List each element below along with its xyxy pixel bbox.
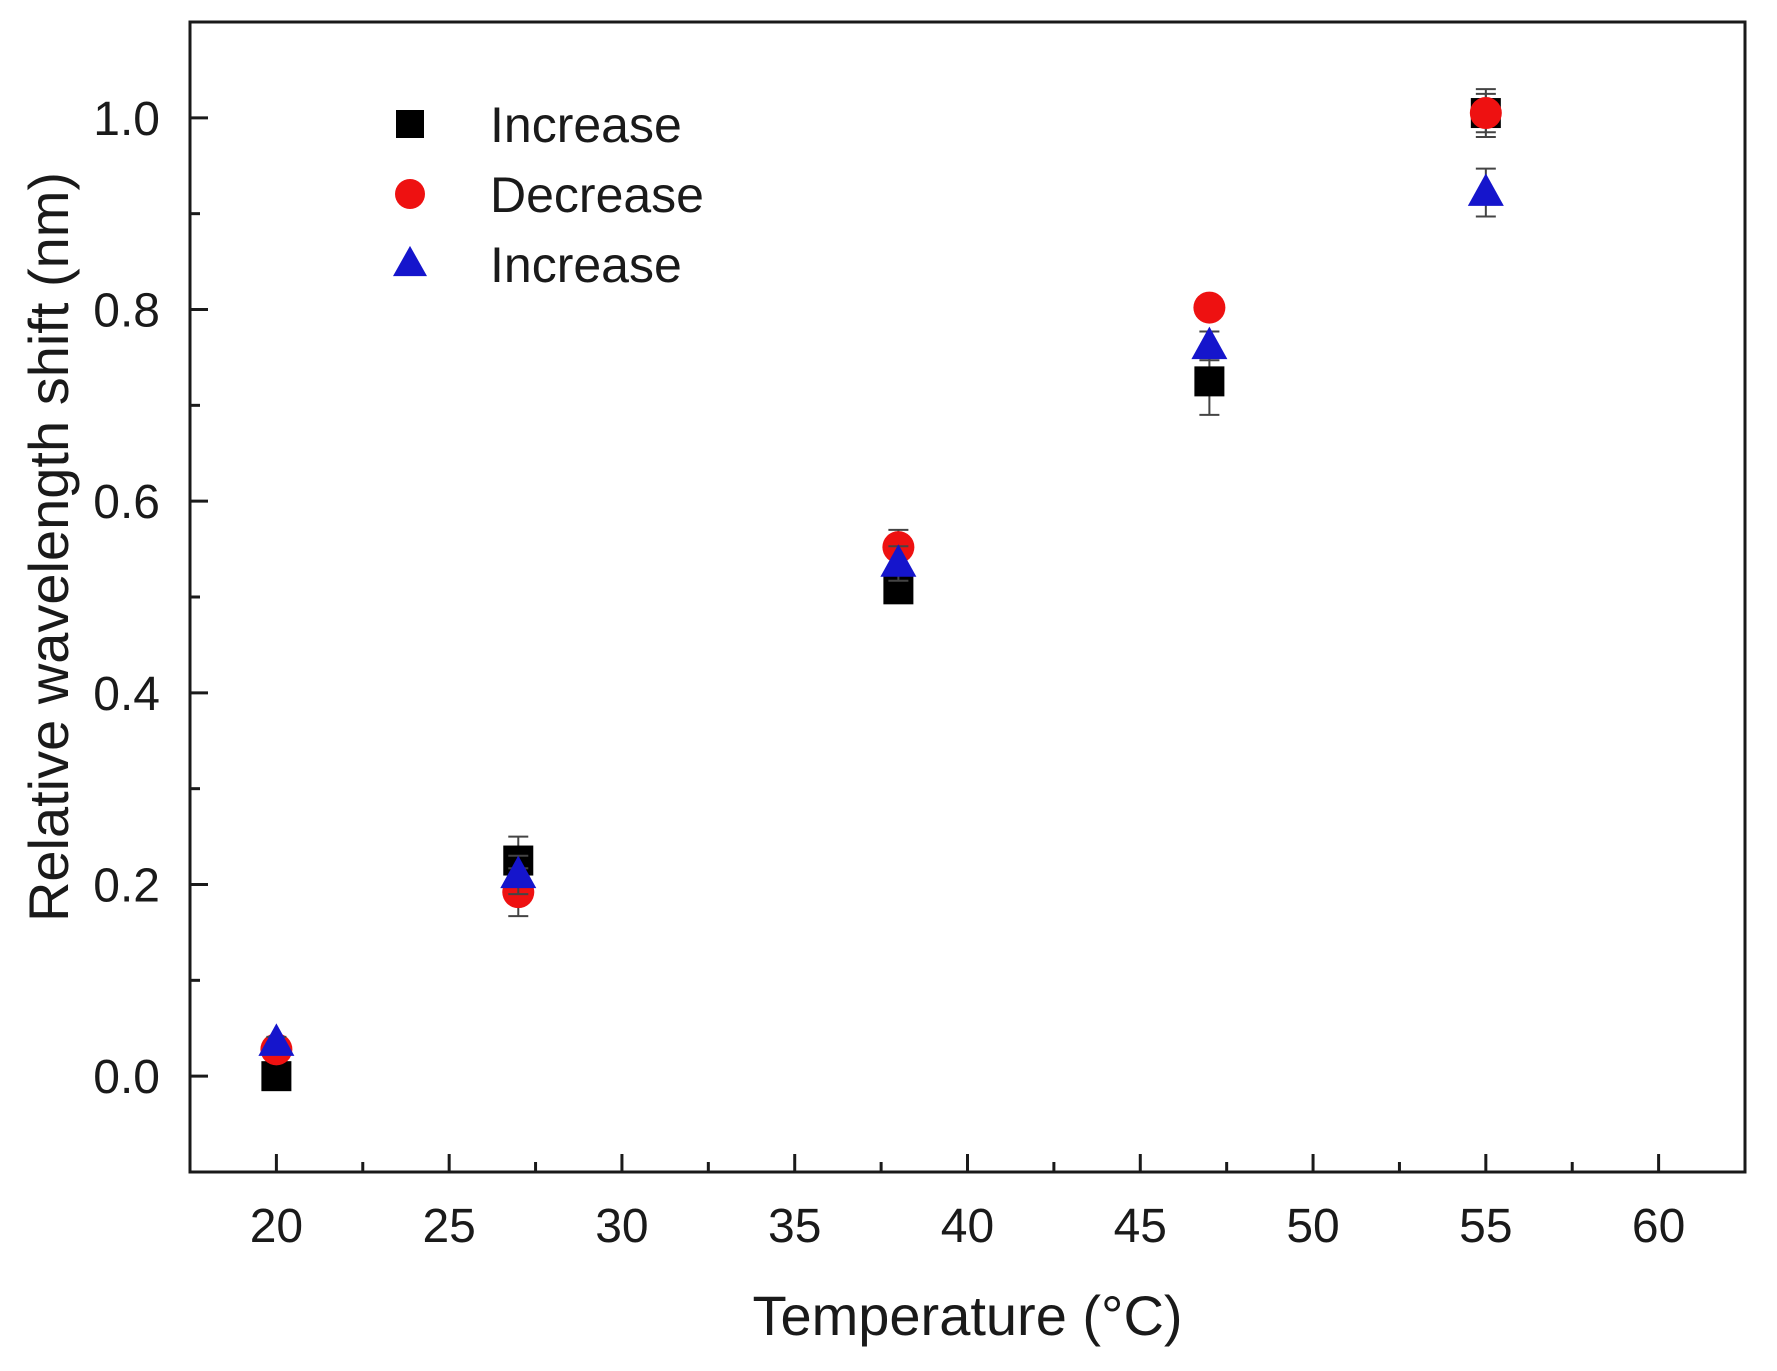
- legend-label-1: Increase: [490, 97, 682, 153]
- data-point: [1191, 326, 1228, 360]
- series-2-decrease: [260, 88, 1502, 1066]
- data-point: [500, 855, 537, 889]
- y-tick-label: 0.0: [93, 1051, 160, 1104]
- data-point: [1469, 97, 1502, 130]
- x-tick-label: 40: [941, 1200, 994, 1253]
- y-tick-label: 0.8: [93, 285, 160, 338]
- y-tick-label: 0.4: [93, 668, 160, 721]
- x-tick-label: 30: [595, 1200, 648, 1253]
- x-tick-label: 60: [1632, 1200, 1685, 1253]
- data-point: [258, 1023, 295, 1056]
- data-point: [261, 1061, 292, 1092]
- x-tick-label: 55: [1459, 1200, 1512, 1253]
- data-series: [258, 88, 1504, 1092]
- x-tick-label: 25: [422, 1200, 475, 1253]
- legend-label-2: Decrease: [490, 167, 704, 223]
- series-1-increase: [261, 92, 1501, 1092]
- legend: Increase Decrease Increase: [393, 97, 704, 293]
- x-axis-title: Temperature (°C): [752, 1284, 1182, 1347]
- y-tick-label: 0.6: [93, 476, 160, 529]
- x-tick-label: 20: [250, 1200, 303, 1253]
- legend-marker-3: [393, 245, 427, 277]
- x-axis: 20 25 30 35 40 45 50 55 60: [250, 1154, 1685, 1253]
- legend-label-3: Increase: [490, 237, 682, 293]
- y-axis-title: Relative wavelength shift (nm): [17, 172, 80, 922]
- x-tick-label: 50: [1286, 1200, 1339, 1253]
- data-point: [1467, 173, 1504, 206]
- series-3-increase: [258, 167, 1504, 1056]
- data-point: [880, 544, 917, 577]
- y-tick-label: 1.0: [93, 93, 160, 146]
- x-tick-label: 45: [1114, 1200, 1167, 1253]
- data-point: [1193, 291, 1226, 324]
- legend-marker-1: [396, 110, 424, 138]
- legend-marker-2: [395, 179, 425, 209]
- y-axis: 0.0 0.2 0.4 0.6 0.8 1.0: [93, 20, 208, 1104]
- data-point: [1194, 366, 1225, 397]
- y-tick-label: 0.2: [93, 860, 160, 913]
- x-tick-label: 35: [768, 1200, 821, 1253]
